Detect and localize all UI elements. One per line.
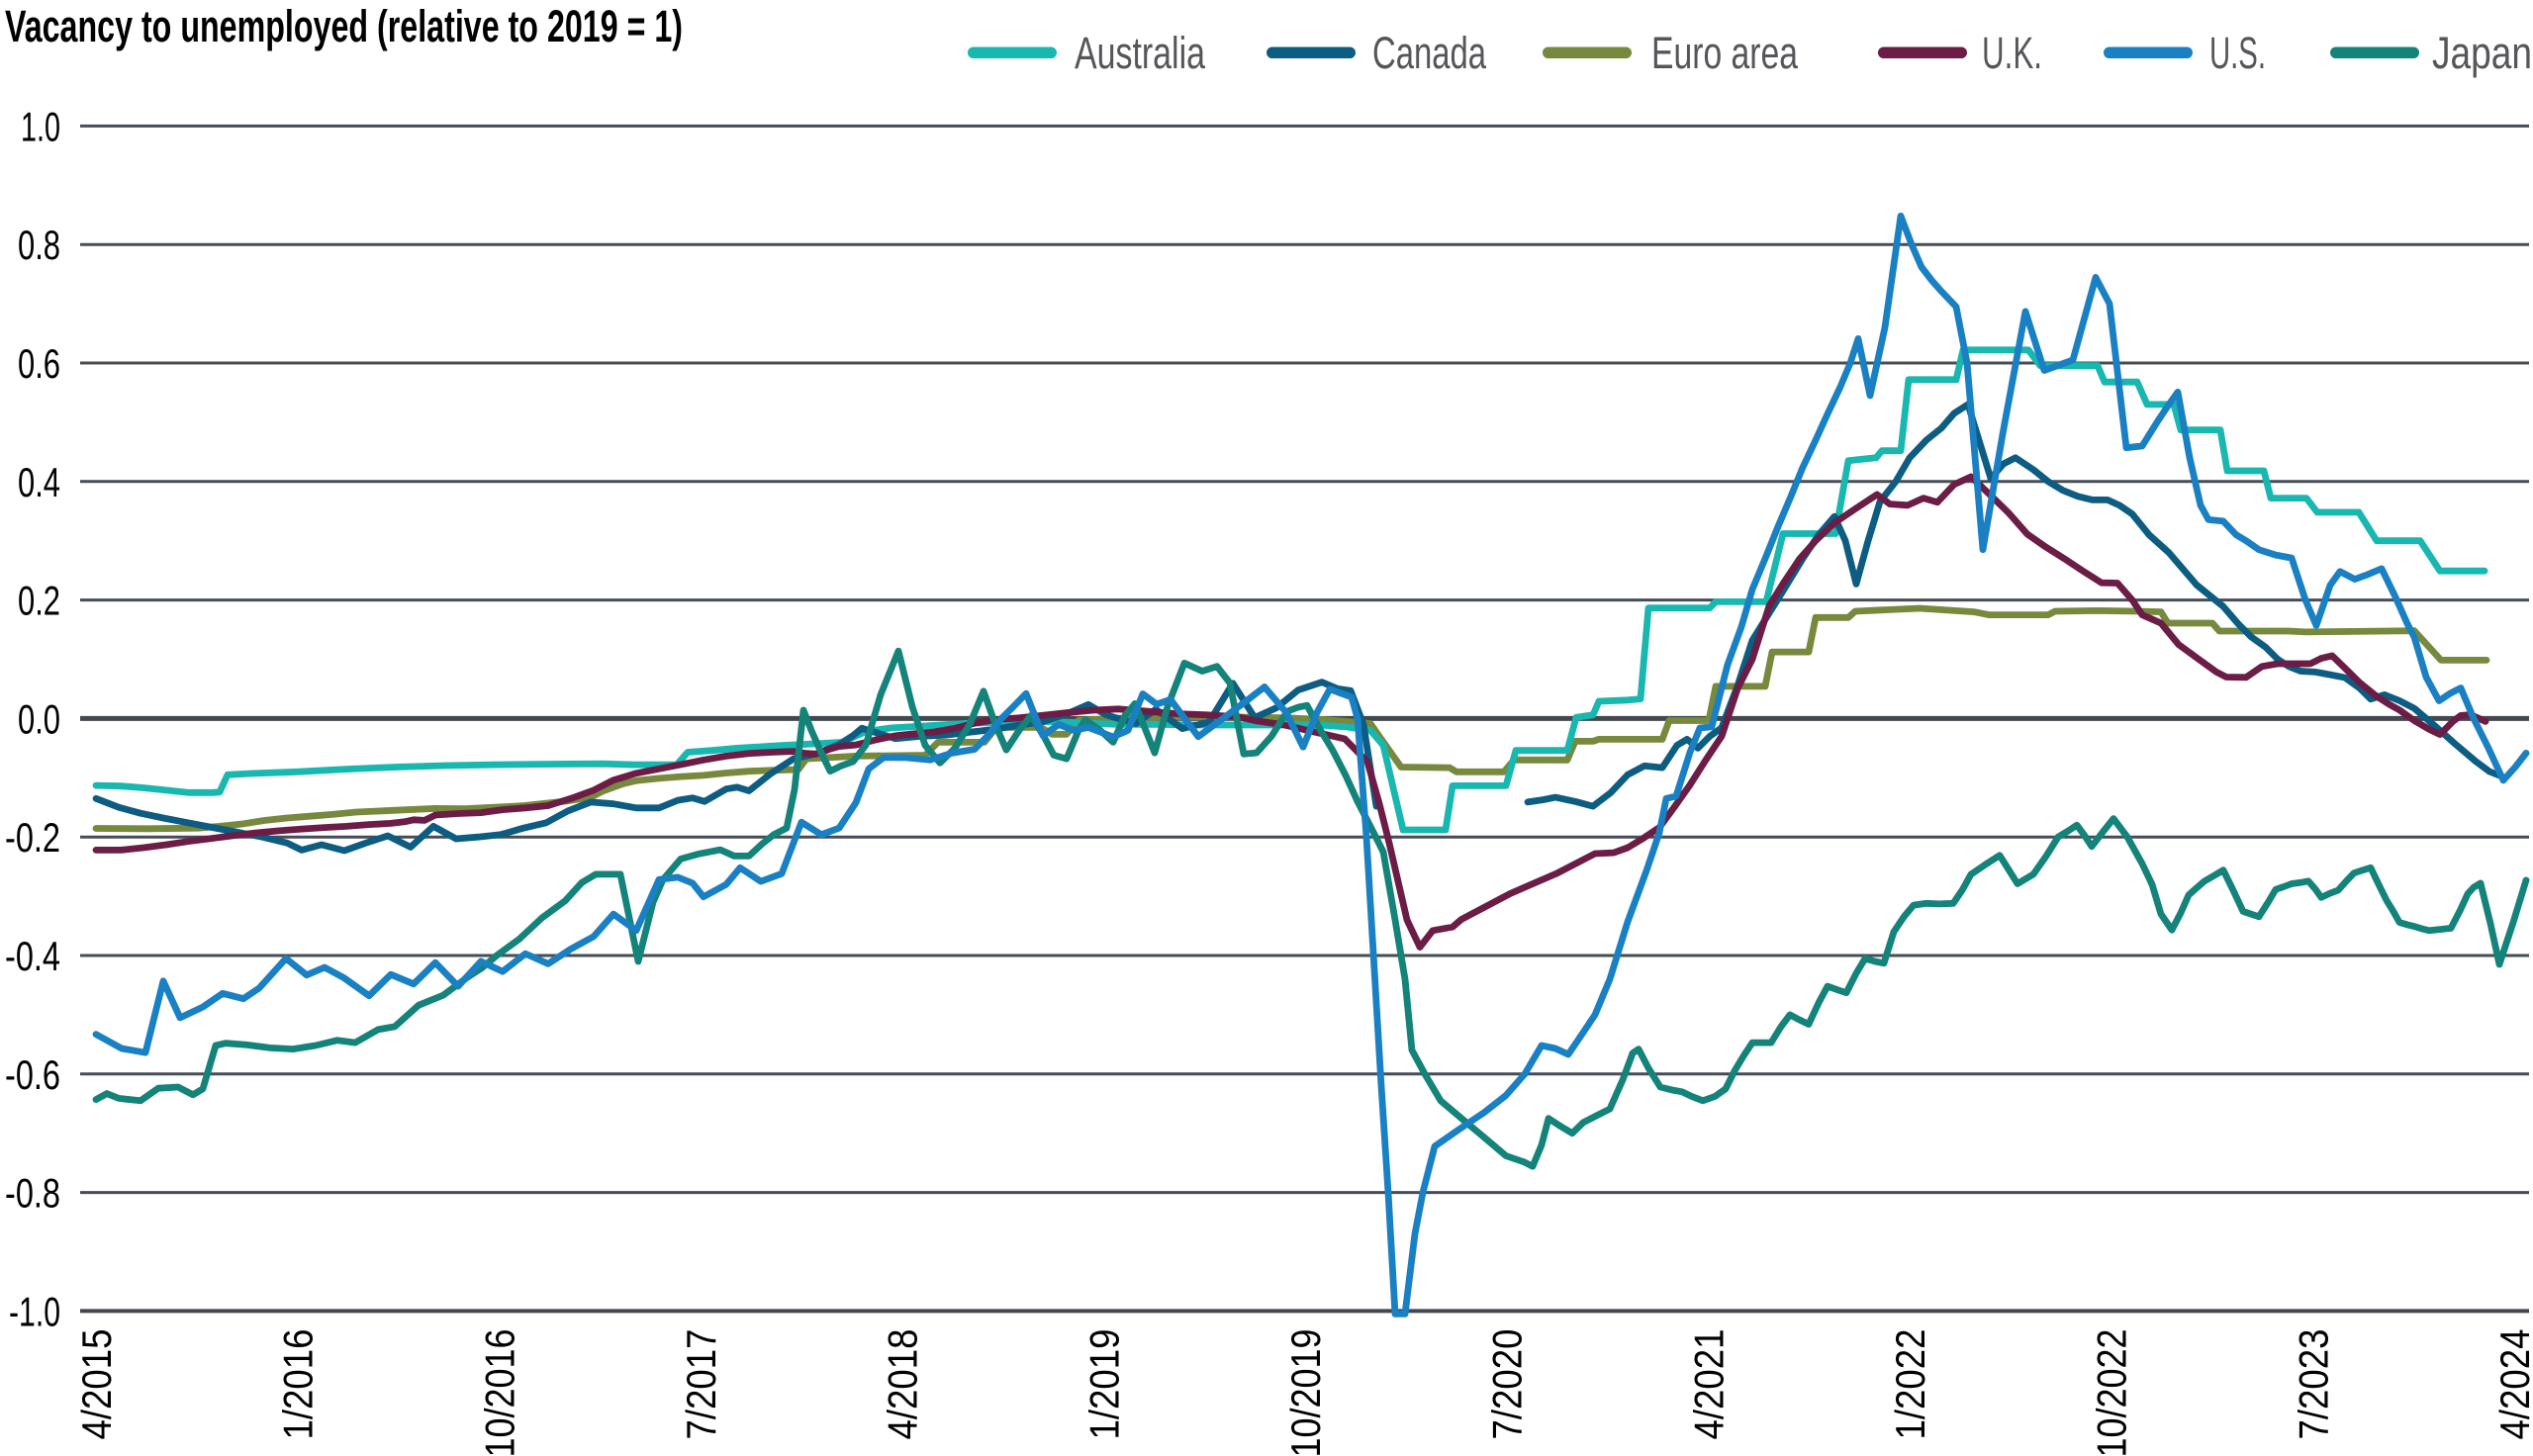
svg-text:4/2018: 4/2018 xyxy=(880,1329,926,1440)
svg-text:7/2023: 7/2023 xyxy=(2290,1329,2336,1440)
svg-text:-0.8: -0.8 xyxy=(5,1170,60,1217)
svg-text:0.6: 0.6 xyxy=(18,340,60,387)
svg-text:0.8: 0.8 xyxy=(18,222,60,268)
svg-text:-0.4: -0.4 xyxy=(5,933,60,979)
svg-text:Canada: Canada xyxy=(1372,28,1487,78)
svg-text:10/2019: 10/2019 xyxy=(1282,1329,1329,1456)
svg-text:U.S.: U.S. xyxy=(2209,28,2266,78)
svg-text:-1.0: -1.0 xyxy=(9,1288,60,1334)
svg-text:-0.6: -0.6 xyxy=(5,1051,60,1098)
svg-text:10/2022: 10/2022 xyxy=(2089,1329,2135,1456)
svg-text:4/2015: 4/2015 xyxy=(73,1329,120,1440)
svg-text:1/2016: 1/2016 xyxy=(275,1329,322,1440)
svg-text:7/2017: 7/2017 xyxy=(678,1329,724,1440)
svg-text:0.2: 0.2 xyxy=(18,578,60,624)
svg-text:Vacancy to unemployed (relativ: Vacancy to unemployed (relative to 2019 … xyxy=(5,1,683,51)
svg-text:7/2020: 7/2020 xyxy=(1484,1329,1531,1440)
svg-text:0.4: 0.4 xyxy=(18,459,60,505)
svg-text:10/2016: 10/2016 xyxy=(476,1329,522,1456)
svg-text:4/2024: 4/2024 xyxy=(2491,1329,2533,1440)
svg-text:Japan: Japan xyxy=(2432,28,2532,78)
svg-text:1.0: 1.0 xyxy=(21,103,60,149)
svg-text:0.0: 0.0 xyxy=(18,695,60,742)
svg-text:U.K.: U.K. xyxy=(1982,28,2042,78)
svg-text:1/2022: 1/2022 xyxy=(1887,1329,1933,1440)
svg-text:4/2021: 4/2021 xyxy=(1685,1329,1732,1440)
svg-text:1/2019: 1/2019 xyxy=(1080,1329,1127,1440)
svg-text:Australia: Australia xyxy=(1075,28,1206,78)
svg-text:Euro area: Euro area xyxy=(1651,28,1799,78)
svg-text:-0.2: -0.2 xyxy=(5,814,60,861)
